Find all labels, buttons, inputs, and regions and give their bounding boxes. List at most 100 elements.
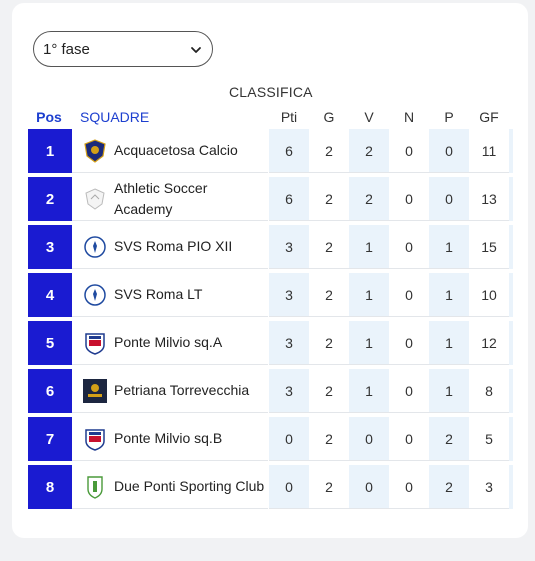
standings-card: 1° fase CLASSIFICA Pos SQUADRE Pti G V N… <box>12 3 528 538</box>
p-cell: 1 <box>429 369 469 413</box>
team-cell[interactable]: Athletic Soccer Academy <box>72 177 268 221</box>
v-cell: 1 <box>349 273 389 317</box>
gf-cell: 3 <box>469 465 509 509</box>
team-cell[interactable]: Due Ponti Sporting Club <box>72 465 268 509</box>
position-cell: 8 <box>28 465 72 509</box>
team-cell[interactable]: Petriana Torrevecchia <box>72 369 268 413</box>
header-gf: GF <box>479 109 499 125</box>
scroll-edge <box>509 225 513 269</box>
table-row[interactable]: 3 SVS Roma PIO XII 3 2 1 0 1 15 <box>28 225 528 269</box>
scroll-edge <box>509 177 513 221</box>
gf-cell: 12 <box>469 321 509 365</box>
team-name: Due Ponti Sporting Club <box>114 478 265 494</box>
n-cell: 0 <box>389 369 429 413</box>
n-cell: 0 <box>389 465 429 509</box>
team-name: Ponte Milvio sq.B <box>114 430 223 446</box>
g-cell: 2 <box>309 129 349 173</box>
table-row[interactable]: 1 Acquacetosa Calcio 6 2 2 0 0 11 <box>28 129 528 173</box>
n-cell: 0 <box>389 321 429 365</box>
team-cell[interactable]: Ponte Milvio sq.B <box>72 417 268 461</box>
v-cell: 1 <box>349 369 389 413</box>
scroll-edge <box>509 465 513 509</box>
gf-cell: 8 <box>469 369 509 413</box>
chevron-down-icon <box>191 47 201 53</box>
g-cell: 2 <box>309 321 349 365</box>
n-cell: 0 <box>389 177 429 221</box>
scroll-edge <box>509 321 513 365</box>
g-cell: 2 <box>309 465 349 509</box>
svs-crest-icon <box>82 282 108 308</box>
v-cell: 2 <box>349 177 389 221</box>
n-cell: 0 <box>389 225 429 269</box>
svs-crest-icon <box>82 234 108 260</box>
table-row[interactable]: 2 Athletic Soccer Academy 6 2 2 0 0 13 <box>28 177 528 221</box>
team-name: SVS Roma PIO XII <box>114 238 233 254</box>
pti-cell: 0 <box>269 465 309 509</box>
v-cell: 1 <box>349 321 389 365</box>
team-name: Acquacetosa Calcio <box>114 142 238 158</box>
header-g: G <box>323 109 335 125</box>
v-cell: 2 <box>349 129 389 173</box>
gf-cell: 10 <box>469 273 509 317</box>
n-cell: 0 <box>389 273 429 317</box>
team-cell[interactable]: Ponte Milvio sq.A <box>72 321 268 365</box>
header-team: SQUADRE <box>80 109 150 125</box>
scroll-edge <box>509 417 513 461</box>
table-row[interactable]: 8 Due Ponti Sporting Club 0 2 0 0 2 3 <box>28 465 528 509</box>
team-name: Athletic Soccer Academy <box>114 179 208 217</box>
v-cell: 1 <box>349 225 389 269</box>
gf-cell: 13 <box>469 177 509 221</box>
header-n: N <box>403 109 415 125</box>
position-cell: 1 <box>28 129 72 173</box>
g-cell: 2 <box>309 225 349 269</box>
position-cell: 3 <box>28 225 72 269</box>
table-title: CLASSIFICA <box>229 84 313 100</box>
team-cell[interactable]: Acquacetosa Calcio <box>72 129 268 173</box>
scroll-edge <box>509 369 513 413</box>
pti-cell: 3 <box>269 321 309 365</box>
team-cell[interactable]: SVS Roma LT <box>72 273 268 317</box>
header-pos: Pos <box>36 109 62 125</box>
phase-select[interactable]: 1° fase <box>33 31 213 67</box>
gf-cell: 15 <box>469 225 509 269</box>
p-cell: 2 <box>429 465 469 509</box>
p-cell: 0 <box>429 177 469 221</box>
team-cell[interactable]: SVS Roma PIO XII <box>72 225 268 269</box>
scroll-edge <box>509 129 513 173</box>
table-row[interactable]: 7 Ponte Milvio sq.B 0 2 0 0 2 5 <box>28 417 528 461</box>
position-cell: 4 <box>28 273 72 317</box>
ponte-milvio-crest-icon <box>82 330 108 356</box>
header-pti: Pti <box>280 109 298 125</box>
p-cell: 2 <box>429 417 469 461</box>
table-row[interactable]: 4 SVS Roma LT 3 2 1 0 1 10 <box>28 273 528 317</box>
p-cell: 1 <box>429 273 469 317</box>
ponte-milvio-crest-icon <box>82 426 108 452</box>
table-row[interactable]: 6 Petriana Torrevecchia 3 2 1 0 1 8 <box>28 369 528 413</box>
gf-cell: 5 <box>469 417 509 461</box>
due-ponti-crest-icon <box>82 474 108 500</box>
team-name: Ponte Milvio sq.A <box>114 334 223 350</box>
v-cell: 0 <box>349 417 389 461</box>
pti-cell: 0 <box>269 417 309 461</box>
v-cell: 0 <box>349 465 389 509</box>
team-name: Petriana Torrevecchia <box>114 382 250 398</box>
pti-cell: 6 <box>269 177 309 221</box>
pti-cell: 3 <box>269 225 309 269</box>
header-p: P <box>444 109 454 125</box>
p-cell: 1 <box>429 321 469 365</box>
pti-cell: 3 <box>269 369 309 413</box>
table-row[interactable]: 5 Ponte Milvio sq.A 3 2 1 0 1 12 <box>28 321 528 365</box>
pti-cell: 6 <box>269 129 309 173</box>
g-cell: 2 <box>309 417 349 461</box>
position-cell: 5 <box>28 321 72 365</box>
pti-cell: 3 <box>269 273 309 317</box>
phase-select-value: 1° fase <box>43 40 90 58</box>
position-cell: 7 <box>28 417 72 461</box>
p-cell: 0 <box>429 129 469 173</box>
petriana-crest-icon <box>82 378 108 404</box>
scroll-edge <box>509 273 513 317</box>
p-cell: 1 <box>429 225 469 269</box>
acquacetosa-crest-icon <box>82 138 108 164</box>
position-cell: 6 <box>28 369 72 413</box>
g-cell: 2 <box>309 369 349 413</box>
